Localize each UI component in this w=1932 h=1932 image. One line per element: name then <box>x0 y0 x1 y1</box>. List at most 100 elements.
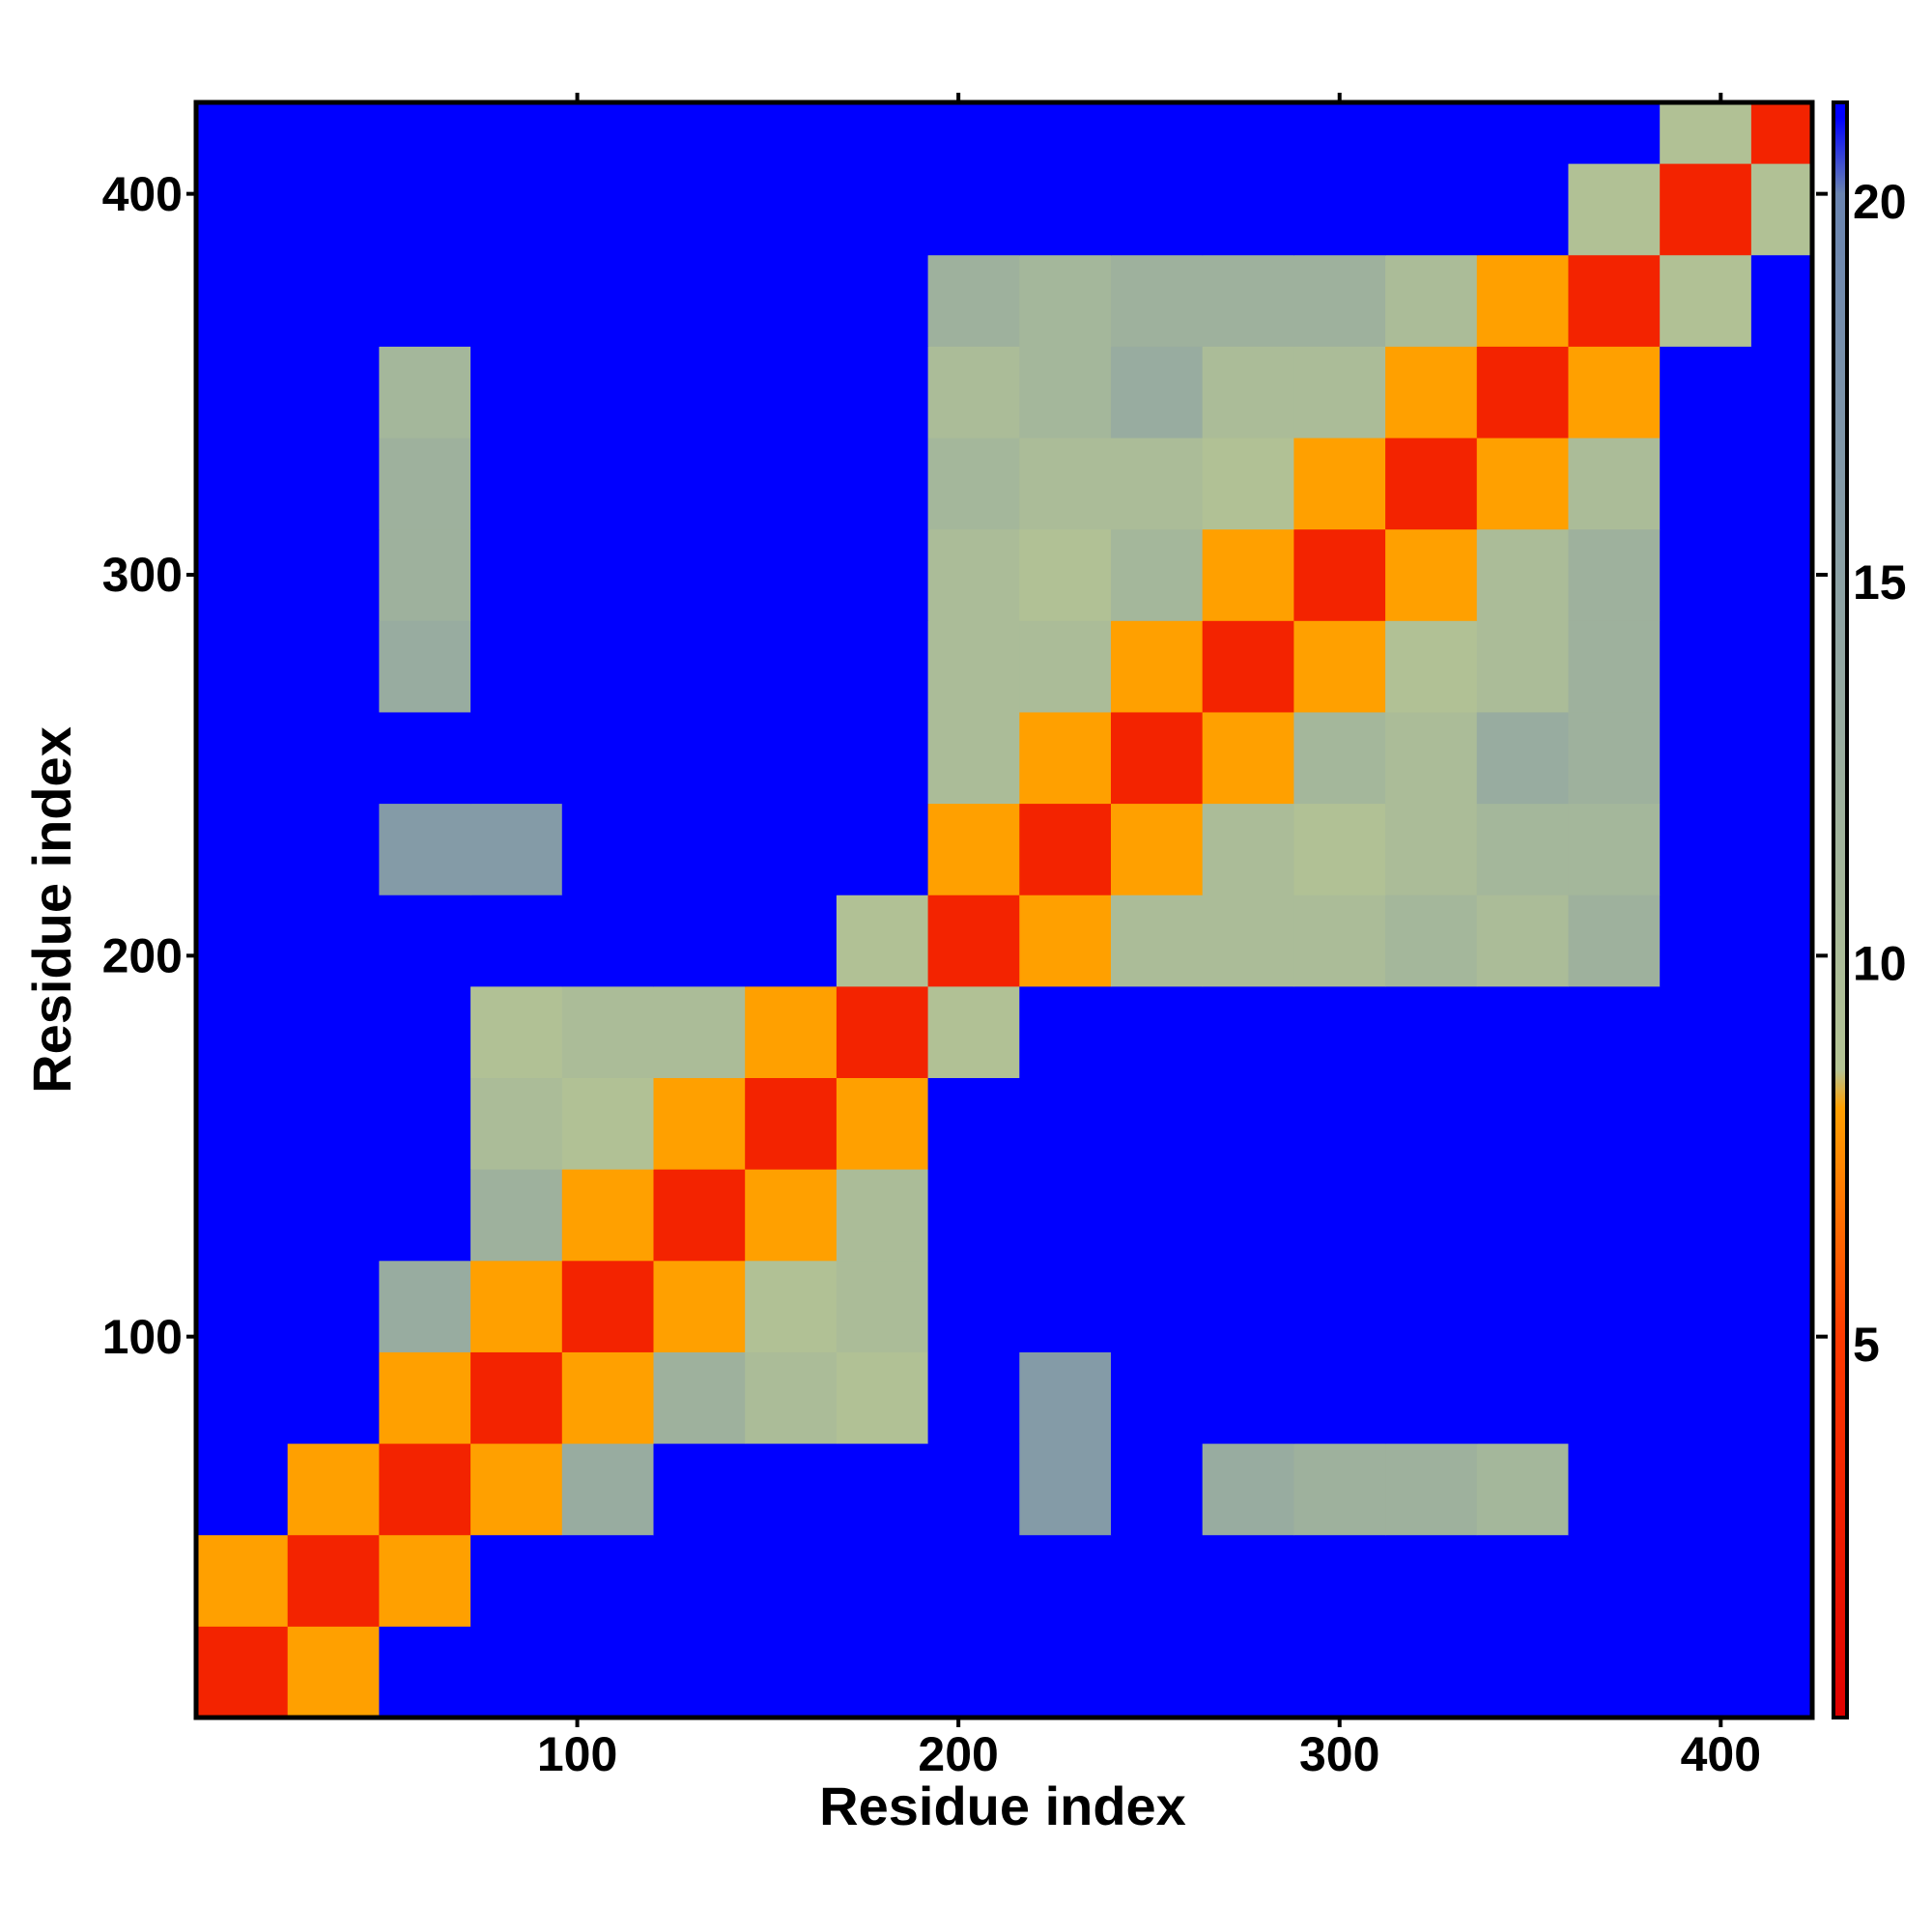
heatmap-cell <box>287 985 380 1079</box>
heatmap-cell <box>653 1260 746 1352</box>
heatmap <box>196 102 1813 1719</box>
heatmap-cell <box>561 803 654 895</box>
heatmap-cell <box>1110 1077 1204 1170</box>
heatmap-cell <box>379 985 471 1079</box>
heatmap-cell <box>1019 711 1112 805</box>
heatmap-cell <box>1385 620 1478 713</box>
heatmap-cell <box>1750 1443 1813 1536</box>
heatmap-cell <box>653 1169 746 1262</box>
heatmap-cell <box>561 163 654 256</box>
heatmap-cell <box>1476 895 1569 987</box>
heatmap-cell <box>1202 620 1294 713</box>
heatmap-cell <box>379 895 471 987</box>
heatmap-cell <box>1476 1443 1569 1536</box>
heatmap-cell <box>1293 985 1386 1079</box>
heatmap-cell <box>1385 985 1478 1079</box>
x-tick-label: 200 <box>918 1727 998 1781</box>
heatmap-cell <box>561 1443 654 1536</box>
heatmap-cell <box>1660 985 1752 1079</box>
heatmap-cell <box>836 985 929 1079</box>
heatmap-cell <box>927 1260 1020 1352</box>
heatmap-cell <box>196 528 289 621</box>
heatmap-cell <box>196 163 289 256</box>
heatmap-cell <box>1019 1351 1112 1444</box>
heatmap-cell <box>745 1351 838 1444</box>
heatmap-cell <box>1476 620 1569 713</box>
heatmap-cell <box>1019 985 1112 1079</box>
heatmap-cell <box>1660 803 1752 895</box>
heatmap-cell <box>1385 1169 1478 1262</box>
heatmap-cell <box>1202 1169 1294 1262</box>
heatmap-cell <box>561 254 654 347</box>
heatmap-cell <box>1660 346 1752 439</box>
heatmap-cell <box>927 346 1020 439</box>
heatmap-cell <box>1293 1534 1386 1627</box>
heatmap-cell <box>287 1077 380 1170</box>
heatmap-cell <box>927 1443 1020 1536</box>
heatmap-cell <box>470 1260 563 1352</box>
heatmap-cell <box>1750 1169 1813 1262</box>
heatmap-cell <box>379 620 471 713</box>
heatmap-cell <box>653 803 746 895</box>
heatmap-cell <box>470 1351 563 1444</box>
heatmap-cell <box>836 1351 929 1444</box>
heatmap-cell <box>470 102 563 164</box>
heatmap-cell <box>1110 438 1204 530</box>
heatmap-cell <box>745 102 838 164</box>
heatmap-cell <box>1110 102 1204 164</box>
heatmap-cell <box>653 346 746 439</box>
heatmap-cell <box>1293 1443 1386 1536</box>
heatmap-cell <box>1476 803 1569 895</box>
heatmap-cell <box>1750 254 1813 347</box>
heatmap-cell <box>287 803 380 895</box>
heatmap-cell <box>379 711 471 805</box>
heatmap-cell <box>1202 985 1294 1079</box>
heatmap-cell <box>1293 346 1386 439</box>
heatmap-cell <box>1019 803 1112 895</box>
heatmap-cell <box>287 895 380 987</box>
heatmap-cell <box>653 1443 746 1536</box>
heatmap-cell <box>561 895 654 987</box>
heatmap-cell <box>1202 1443 1294 1536</box>
heatmap-cell <box>1750 1077 1813 1170</box>
heatmap-cell <box>1750 985 1813 1079</box>
heatmap-cell <box>196 803 289 895</box>
heatmap-cell <box>287 1351 380 1444</box>
heatmap-cell <box>1750 1351 1813 1444</box>
heatmap-cell <box>1019 254 1112 347</box>
heatmap-cell <box>1202 1260 1294 1352</box>
x-tick-label: 100 <box>537 1727 617 1781</box>
heatmap-cell <box>1568 528 1661 621</box>
colorbar-tick-label: 5 <box>1853 1318 1880 1372</box>
heatmap-cell <box>1568 163 1661 256</box>
heatmap-cell <box>745 163 838 256</box>
heatmap-cell <box>1385 102 1478 164</box>
heatmap-cell <box>1202 803 1294 895</box>
heatmap-cell <box>379 163 471 256</box>
heatmap-cell <box>836 1626 929 1719</box>
heatmap-cell <box>1293 163 1386 256</box>
heatmap-cell <box>1660 1443 1752 1536</box>
y-tick-label: 200 <box>102 929 183 983</box>
heatmap-cell <box>927 803 1020 895</box>
heatmap-cell <box>1202 346 1294 439</box>
heatmap-cell <box>1568 1351 1661 1444</box>
heatmap-cell <box>927 1626 1020 1719</box>
heatmap-cell <box>287 528 380 621</box>
heatmap-cell <box>745 528 838 621</box>
heatmap-cell <box>561 102 654 164</box>
heatmap-cell <box>287 1443 380 1536</box>
heatmap-cell <box>1568 803 1661 895</box>
x-tick-label: 400 <box>1681 1727 1761 1781</box>
heatmap-cell <box>379 1351 471 1444</box>
heatmap-cell <box>561 711 654 805</box>
heatmap-cell <box>379 1169 471 1262</box>
heatmap-cell <box>836 102 929 164</box>
heatmap-cell <box>379 102 471 164</box>
heatmap-cell <box>561 346 654 439</box>
heatmap-cell <box>927 1169 1020 1262</box>
heatmap-cell <box>1110 895 1204 987</box>
heatmap-cell <box>1385 1626 1478 1719</box>
heatmap-cell <box>653 438 746 530</box>
heatmap-cell <box>1202 895 1294 987</box>
